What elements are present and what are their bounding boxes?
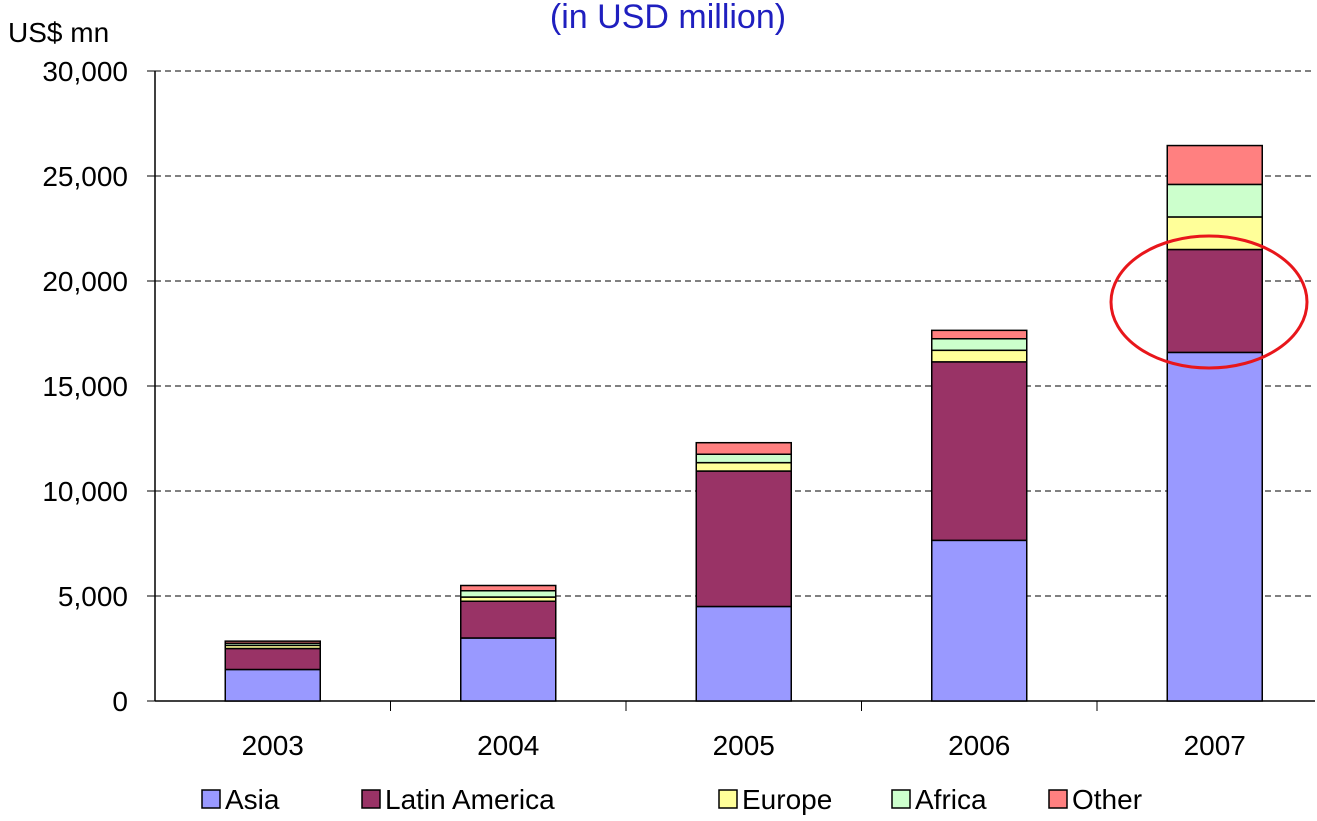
legend-label: Europe bbox=[742, 784, 832, 815]
y-tick-label: 25,000 bbox=[42, 161, 128, 192]
bar-segment bbox=[695, 470, 792, 608]
legend-swatch bbox=[201, 789, 221, 809]
y-tick-label: 10,000 bbox=[42, 476, 128, 507]
bar-segment bbox=[931, 349, 1028, 363]
bar-segment bbox=[224, 640, 321, 645]
bar-segment bbox=[695, 441, 792, 456]
x-tick-label: 2007 bbox=[1184, 730, 1246, 761]
annotation-circle bbox=[1109, 234, 1309, 370]
y-tick-label: 5,000 bbox=[58, 581, 128, 612]
x-tick-label: 2005 bbox=[713, 730, 775, 761]
bar-segment bbox=[1166, 248, 1263, 354]
bar-segment bbox=[931, 329, 1028, 340]
x-tick-label: 2003 bbox=[242, 730, 304, 761]
y-axis-label: US$ mn bbox=[8, 17, 109, 48]
chart-title: (in USD million) bbox=[550, 0, 786, 36]
bar-segment bbox=[460, 637, 557, 702]
bar-segment bbox=[695, 461, 792, 472]
y-tick-label: 0 bbox=[112, 686, 128, 717]
bar-segment bbox=[224, 647, 321, 671]
legend-label: Other bbox=[1072, 784, 1142, 815]
bar-segment bbox=[695, 453, 792, 464]
legend-swatch bbox=[361, 789, 381, 809]
y-tick-label: 15,000 bbox=[42, 371, 128, 402]
bar-segment bbox=[1166, 183, 1263, 218]
legend-label: Asia bbox=[225, 784, 280, 815]
legend-swatch bbox=[718, 789, 738, 809]
bar-segment bbox=[224, 668, 321, 702]
y-tick-label: 20,000 bbox=[42, 266, 128, 297]
bar-segment bbox=[1166, 216, 1263, 251]
legend-swatch bbox=[1048, 789, 1068, 809]
bar-segment bbox=[931, 361, 1028, 542]
bar-segment bbox=[460, 584, 557, 592]
legend-label: Africa bbox=[915, 784, 987, 815]
legend-label: Latin America bbox=[385, 784, 555, 815]
bar-segment bbox=[931, 338, 1028, 352]
bar-segment bbox=[695, 605, 792, 702]
bar-segment bbox=[1166, 144, 1263, 186]
legend-swatch bbox=[891, 789, 911, 809]
y-tick-label: 30,000 bbox=[42, 56, 128, 87]
bar-segment bbox=[460, 590, 557, 598]
bar-segment bbox=[931, 539, 1028, 702]
bar-segment bbox=[1166, 351, 1263, 702]
bar-segment bbox=[460, 600, 557, 639]
x-tick-label: 2004 bbox=[477, 730, 539, 761]
x-tick-label: 2006 bbox=[948, 730, 1010, 761]
